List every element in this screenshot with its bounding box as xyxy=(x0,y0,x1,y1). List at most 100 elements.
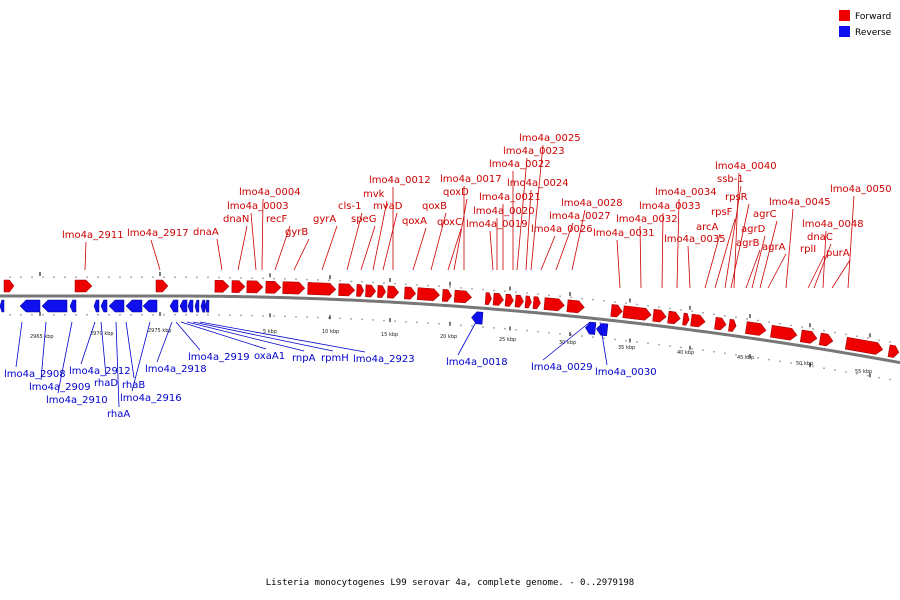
forward-gene-label[interactable]: rplI xyxy=(800,244,816,255)
forward-gene-label[interactable]: gyrB xyxy=(285,227,308,238)
forward-gene-label[interactable]: dnaN xyxy=(223,214,249,225)
forward-gene-label[interactable]: agrB xyxy=(736,238,760,249)
forward-gene-label[interactable]: lmo4a_0017 xyxy=(440,174,502,185)
reverse-gene-arrow[interactable] xyxy=(41,299,68,313)
forward-gene-label[interactable]: lmo4a_0004 xyxy=(239,187,301,198)
forward-gene-label[interactable]: agrC xyxy=(753,209,777,220)
reverse-gene-arrow[interactable] xyxy=(69,299,77,313)
forward-gene-label[interactable]: agrD xyxy=(741,224,766,235)
forward-gene-label[interactable]: lmo4a_0012 xyxy=(369,175,431,186)
forward-gene-arrow[interactable] xyxy=(282,281,306,295)
forward-gene-label[interactable]: lmo4a_0003 xyxy=(227,201,289,212)
forward-gene-label[interactable]: lmo4a_0021 xyxy=(479,192,541,203)
forward-gene-label[interactable]: rpsF xyxy=(711,207,733,218)
forward-gene-arrow[interactable] xyxy=(543,297,565,312)
forward-gene-arrow[interactable] xyxy=(453,289,472,304)
forward-gene-label[interactable]: qoxB xyxy=(422,201,447,212)
reverse-gene-label[interactable]: lmo4a_0030 xyxy=(595,367,657,378)
reverse-gene-arrow[interactable] xyxy=(108,299,125,313)
reverse-gene-label[interactable]: rhaA xyxy=(107,409,130,420)
reverse-gene-label[interactable]: lmo4a_2909 xyxy=(29,382,91,393)
forward-gene-label[interactable]: lmo4a_0034 xyxy=(655,187,717,198)
forward-gene-label[interactable]: mvk xyxy=(363,189,385,200)
forward-gene-arrow[interactable] xyxy=(492,292,504,306)
reverse-gene-label[interactable]: lmo4a_2908 xyxy=(4,369,66,380)
forward-gene-arrow[interactable] xyxy=(622,305,652,321)
reverse-gene-label[interactable]: lmo4a_0029 xyxy=(531,362,593,373)
forward-gene-arrow[interactable] xyxy=(844,337,884,355)
forward-gene-arrow[interactable] xyxy=(728,318,737,332)
reverse-gene-arrow[interactable] xyxy=(169,299,179,313)
reverse-gene-arrow[interactable] xyxy=(93,299,100,313)
forward-gene-arrow[interactable] xyxy=(524,295,532,309)
reverse-gene-arrow[interactable] xyxy=(194,299,200,313)
forward-gene-label[interactable]: lmo4a_0045 xyxy=(769,197,831,208)
forward-gene-label[interactable]: lmo4a_0028 xyxy=(561,198,623,209)
reverse-gene-label[interactable]: lmo4a_2919 xyxy=(188,352,250,363)
forward-gene-label[interactable]: lmo4a_0050 xyxy=(830,184,892,195)
reverse-gene-label[interactable]: lmo4a_0018 xyxy=(446,357,508,368)
forward-gene-arrow[interactable] xyxy=(714,316,727,331)
forward-gene-arrow[interactable] xyxy=(887,344,900,359)
forward-gene-arrow[interactable] xyxy=(404,286,416,300)
forward-gene-label[interactable]: lmo4a_0023 xyxy=(503,146,565,157)
reverse-gene-arrow[interactable] xyxy=(200,299,206,313)
forward-gene-label[interactable]: lmo4a_0048 xyxy=(802,219,864,230)
reverse-gene-arrow[interactable] xyxy=(471,311,484,325)
forward-gene-label[interactable]: agrA xyxy=(762,242,786,253)
forward-gene-arrow[interactable] xyxy=(416,287,440,301)
forward-gene-arrow[interactable] xyxy=(356,284,364,297)
forward-gene-label[interactable]: lmo4a_0024 xyxy=(507,178,569,189)
forward-gene-label[interactable]: qoxA xyxy=(402,216,427,227)
forward-gene-label[interactable]: lmo4a_0027 xyxy=(549,211,611,222)
forward-gene-label[interactable]: lmo4a_2917 xyxy=(127,228,189,239)
reverse-gene-arrow[interactable] xyxy=(125,299,143,313)
forward-gene-label[interactable]: dnaC xyxy=(807,232,833,243)
forward-gene-label[interactable]: lmo4a_0035 xyxy=(664,234,726,245)
reverse-gene-arrow[interactable] xyxy=(179,299,188,313)
forward-gene-arrow[interactable] xyxy=(745,321,767,337)
forward-gene-arrow[interactable] xyxy=(377,285,386,298)
forward-gene-arrow[interactable] xyxy=(667,310,681,325)
forward-gene-arrow[interactable] xyxy=(338,283,356,297)
forward-gene-arrow[interactable] xyxy=(514,294,524,308)
forward-gene-arrow[interactable] xyxy=(365,284,377,298)
reverse-gene-label[interactable]: oxaA1 xyxy=(254,351,285,362)
reverse-gene-arrow[interactable] xyxy=(19,299,41,313)
reverse-gene-label[interactable]: lmo4a_2910 xyxy=(46,395,108,406)
forward-gene-label[interactable]: lmo4a_0033 xyxy=(639,201,701,212)
forward-gene-label[interactable]: cls-1 xyxy=(338,201,361,212)
forward-gene-arrow[interactable] xyxy=(155,279,169,293)
forward-gene-label[interactable]: lmo4a_0020 xyxy=(473,206,535,217)
forward-gene-label[interactable]: lmo4a_0022 xyxy=(489,159,551,170)
reverse-gene-label[interactable]: rpmH xyxy=(321,353,349,364)
forward-gene-arrow[interactable] xyxy=(770,325,798,341)
forward-gene-arrow[interactable] xyxy=(214,279,230,293)
forward-gene-arrow[interactable] xyxy=(610,304,623,318)
reverse-gene-arrow[interactable] xyxy=(204,299,210,313)
forward-gene-arrow[interactable] xyxy=(307,282,337,296)
forward-gene-arrow[interactable] xyxy=(566,299,585,314)
forward-gene-arrow[interactable] xyxy=(387,285,399,299)
forward-gene-label[interactable]: mvaD xyxy=(373,201,403,212)
forward-gene-label[interactable]: speG xyxy=(351,214,376,225)
forward-gene-label[interactable]: qoxD xyxy=(443,187,469,198)
forward-gene-label[interactable]: lmo4a_0026 xyxy=(531,224,593,235)
reverse-gene-arrow[interactable] xyxy=(187,299,194,313)
reverse-gene-arrow[interactable] xyxy=(0,299,5,313)
reverse-gene-arrow[interactable] xyxy=(100,299,108,313)
forward-gene-arrow[interactable] xyxy=(441,289,452,302)
forward-gene-label[interactable]: lmo4a_2911 xyxy=(62,230,124,241)
reverse-gene-label[interactable]: rnpA xyxy=(292,353,316,364)
forward-gene-arrow[interactable] xyxy=(484,292,492,305)
forward-gene-arrow[interactable] xyxy=(532,296,541,310)
forward-gene-arrow[interactable] xyxy=(652,309,667,323)
forward-gene-label[interactable]: lmo4a_0031 xyxy=(593,228,655,239)
forward-gene-label[interactable]: arcA xyxy=(696,222,719,233)
forward-gene-arrow[interactable] xyxy=(246,280,264,294)
forward-gene-label[interactable]: lmo4a_0040 xyxy=(715,161,777,172)
reverse-gene-arrow[interactable] xyxy=(585,321,597,335)
reverse-gene-label[interactable]: lmo4a_2912 xyxy=(69,366,131,377)
reverse-gene-label[interactable]: rhaD xyxy=(94,378,118,389)
forward-gene-arrow[interactable] xyxy=(690,313,706,328)
